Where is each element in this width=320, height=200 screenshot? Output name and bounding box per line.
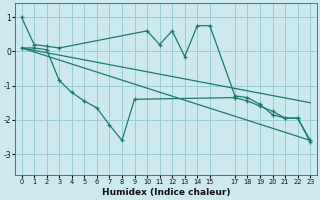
- X-axis label: Humidex (Indice chaleur): Humidex (Indice chaleur): [102, 188, 230, 197]
